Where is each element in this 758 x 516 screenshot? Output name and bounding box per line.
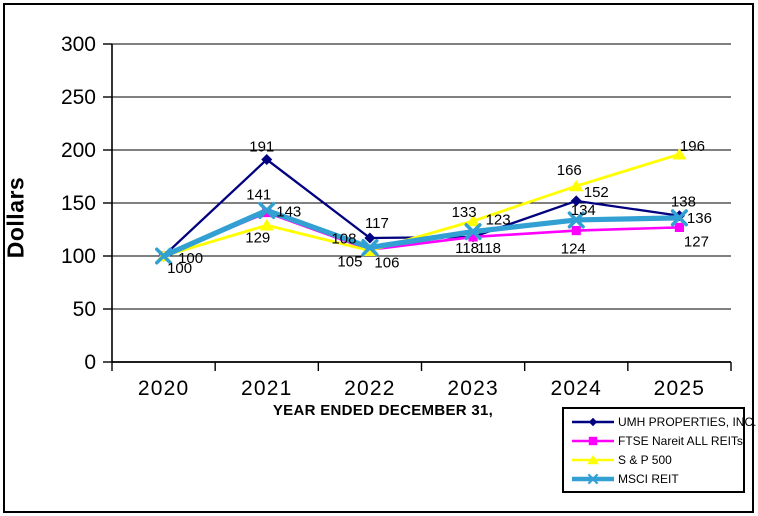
data-point-label: 118 xyxy=(477,240,501,257)
data-point-label: 127 xyxy=(684,233,709,250)
y-axis-tick-label: 50 xyxy=(73,298,96,321)
data-point-label: 136 xyxy=(687,210,712,227)
data-point-label: 166 xyxy=(557,162,582,179)
legend-swatch-icon xyxy=(572,454,614,464)
data-point-label: 123 xyxy=(486,212,511,229)
data-point-label: 117 xyxy=(365,215,389,232)
series-umh-properties-inc xyxy=(158,154,685,262)
series-msci-reit xyxy=(155,201,688,265)
x-axis-category-label: 2022 xyxy=(344,377,396,400)
data-point-label: 152 xyxy=(584,184,609,201)
data-point-label: 191 xyxy=(249,139,274,156)
y-axis-tick-label: 200 xyxy=(61,139,96,162)
legend-item-s-p-500: S & P 500 xyxy=(570,451,743,469)
legend-label: MSCI REIT xyxy=(618,471,679,486)
data-point-label: 124 xyxy=(561,241,586,258)
data-point-label: 138 xyxy=(671,194,696,211)
y-axis-tick-label: 100 xyxy=(61,245,96,268)
legend-item-umh-properties-inc: UMH PROPERTIES, INC. xyxy=(570,413,756,431)
data-point-label: 100 xyxy=(178,250,203,267)
data-point-marker-diamond xyxy=(261,154,273,166)
data-point-label: 100 xyxy=(167,260,192,277)
data-point-label: 105 xyxy=(337,254,362,271)
data-point-marker-square xyxy=(468,232,478,242)
data-point-label: 133 xyxy=(452,204,477,221)
data-point-marker-x xyxy=(361,238,379,257)
y-axis-tick-label: 250 xyxy=(61,86,96,109)
legend-item-msci-reit: MSCI REIT xyxy=(570,470,743,488)
data-point-label: 141 xyxy=(246,187,271,204)
x-axis-category-label: 2021 xyxy=(241,377,293,400)
data-point-marker-x xyxy=(670,209,688,227)
y-axis-tick-label: 0 xyxy=(84,351,96,374)
data-point-marker-triangle xyxy=(465,214,481,227)
data-point-label: 143 xyxy=(276,203,301,220)
y-axis-title: Dollars xyxy=(2,176,29,259)
data-point-marker-x xyxy=(464,223,482,241)
x-axis-category-label: 2025 xyxy=(654,377,706,400)
legend-swatch-icon xyxy=(572,417,614,426)
series-line xyxy=(163,152,680,258)
data-point-marker-diamond xyxy=(570,195,582,207)
y-axis-tick-label: 150 xyxy=(61,192,96,215)
data-point-marker-square xyxy=(571,225,581,236)
x-axis-category-label: 2023 xyxy=(447,377,499,400)
x-axis-title: YEAR ENDED DECEMBER 31, xyxy=(272,402,494,419)
legend-label: UMH PROPERTIES, INC. xyxy=(618,414,757,429)
x-axis-category-label: 2020 xyxy=(138,377,190,400)
series-line xyxy=(162,207,680,259)
data-point-marker-x xyxy=(155,247,173,265)
data-point-marker-square xyxy=(674,222,685,232)
legend-label: FTSE Nareit ALL REITs xyxy=(618,433,743,448)
legend-label: S & P 500 xyxy=(618,452,672,467)
legend-item-ftse-nareit-all-reits: FTSE Nareit ALL REITs xyxy=(570,432,743,450)
data-point-marker-triangle xyxy=(259,219,274,231)
data-point-marker-x xyxy=(567,211,585,229)
legend-swatch-icon xyxy=(572,436,614,445)
data-point-label: 134 xyxy=(571,202,596,219)
data-point-marker-diamond xyxy=(364,232,376,244)
chart-legend: UMH PROPERTIES, INC. FTSE Nareit ALL REIT… xyxy=(562,407,756,493)
y-axis-tick-label: 300 xyxy=(61,33,96,56)
data-point-marker-triangle xyxy=(569,179,584,192)
legend-swatch-icon xyxy=(572,473,614,484)
data-point-label: 129 xyxy=(245,229,270,246)
data-point-label: 196 xyxy=(680,138,705,155)
x-axis-category-label: 2024 xyxy=(550,377,602,400)
data-point-label: 106 xyxy=(374,255,399,272)
data-point-label: 118 xyxy=(455,240,479,257)
data-point-marker-x xyxy=(258,201,276,219)
data-point-label: 108 xyxy=(331,231,356,248)
data-point-marker-triangle xyxy=(672,148,687,160)
